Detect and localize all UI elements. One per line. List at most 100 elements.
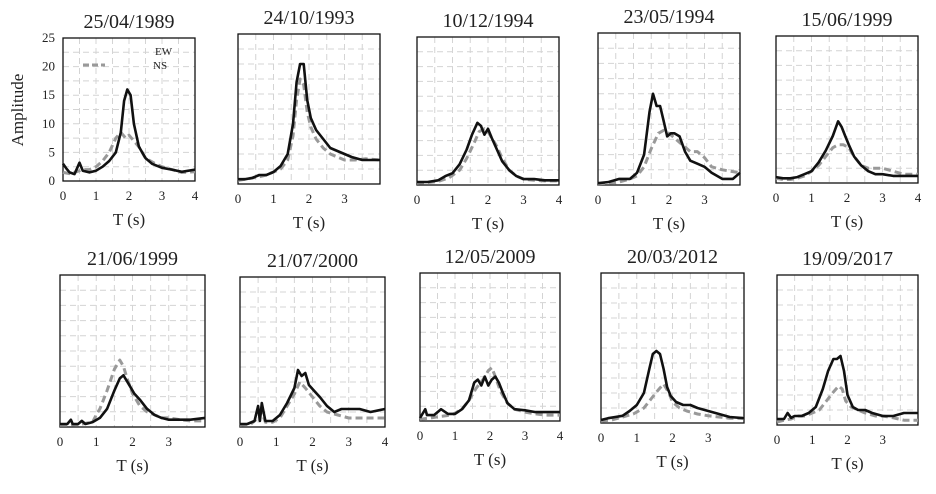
x-tick-label: 1: [93, 434, 100, 449]
y-tick-label: 10: [42, 116, 55, 131]
series-line-ew: [597, 92, 741, 185]
x-axis-label: T (s): [831, 212, 863, 231]
x-tick-label: 0: [774, 432, 781, 447]
chart-panel-7: 0 1 2 3 4 21/07/2000 T (s): [237, 250, 389, 475]
x-tick-label: 3: [522, 428, 529, 443]
x-tick-label: 2: [309, 434, 316, 449]
chart-title: 24/10/1993: [263, 7, 354, 29]
series-line-ew: [417, 121, 559, 184]
y-tick-label: 0: [49, 173, 56, 188]
x-tick-label: 2: [666, 192, 673, 207]
x-tick-label: 3: [341, 191, 348, 206]
legend-label-ew: EW: [155, 46, 173, 58]
x-tick-label: 0: [773, 190, 780, 205]
x-tick-label: 0: [235, 191, 242, 206]
x-axis-label: T (s): [296, 456, 328, 475]
series-line-ew: [775, 120, 918, 180]
x-tick-label: 1: [270, 191, 277, 206]
x-tick-label: 0: [595, 192, 602, 207]
x-tick-label: 4: [557, 428, 564, 443]
chart-panel-6: 0 1 2 3 21/06/1999 T (s): [57, 248, 206, 475]
x-tick-label: 1: [809, 432, 816, 447]
x-tick-label: 2: [844, 190, 851, 205]
x-axis-label: T (s): [116, 456, 148, 475]
x-axis-label: T (s): [293, 213, 325, 232]
chart-title: 25/04/1989: [83, 11, 174, 33]
chart-panel-9: 0 1 2 3 20/03/2012 T (s): [598, 246, 745, 471]
plot-frame: [416, 36, 560, 186]
plot-frame: [600, 272, 745, 424]
x-axis-label: T (s): [653, 214, 685, 233]
series-line-ns: [419, 366, 560, 421]
x-tick-label: 3: [705, 430, 712, 445]
y-tick-label: 5: [49, 144, 56, 159]
series-line-ew: [240, 368, 386, 426]
chart-title: 12/05/2009: [444, 246, 535, 268]
chart-panel-8: 0 1 2 3 4 12/05/2009 T (s): [417, 246, 564, 469]
x-tick-label: 1: [808, 190, 815, 205]
x-tick-label: 2: [306, 191, 313, 206]
chart-title: 19/09/2017: [802, 248, 893, 270]
x-axis-label: T (s): [656, 452, 688, 471]
x-tick-label: 0: [598, 430, 605, 445]
x-tick-label: 2: [844, 432, 851, 447]
x-tick-label: 3: [880, 432, 887, 447]
chart-title: 20/03/2012: [627, 246, 718, 268]
chart-panel-10: 0 1 2 3 19/09/2017 T (s): [774, 248, 919, 473]
x-tick-label: 1: [452, 428, 459, 443]
x-axis-label: T (s): [831, 454, 863, 473]
x-tick-label: 0: [237, 434, 244, 449]
x-tick-label: 1: [630, 192, 637, 207]
plot-frame: [419, 272, 561, 422]
x-tick-label: 0: [414, 192, 421, 207]
plot-frame: [62, 37, 196, 182]
series-line-ew: [600, 349, 745, 422]
plot-frame: [597, 32, 741, 186]
x-tick-label: 4: [192, 188, 199, 203]
chart-title: 21/07/2000: [267, 250, 358, 272]
x-tick-label: 2: [126, 188, 133, 203]
x-tick-label: 0: [60, 188, 67, 203]
x-tick-label: 0: [417, 428, 424, 443]
x-tick-label: 3: [520, 192, 527, 207]
plot-frame: [59, 274, 206, 428]
chart-title: 23/05/1994: [623, 6, 714, 28]
x-axis-label: T (s): [113, 210, 145, 229]
x-tick-label: 3: [879, 190, 886, 205]
x-tick-label: 2: [485, 192, 492, 207]
x-tick-label: 2: [669, 430, 676, 445]
chart-title: 15/06/1999: [801, 9, 892, 31]
chart-panel-1: 0 1 2 3 4 0 5 10 15 20 25 25/04/1989 T (s) EW NS: [42, 11, 199, 229]
chart-panel-2: 0 1 2 3 24/10/1993 T (s): [235, 7, 381, 232]
x-tick-label: 2: [487, 428, 494, 443]
x-tick-label: 3: [346, 434, 353, 449]
plot-frame: [237, 33, 381, 185]
legend-label-ns: NS: [153, 60, 167, 72]
y-tick-label: 20: [42, 59, 55, 74]
x-tick-label: 1: [634, 430, 641, 445]
x-tick-label: 4: [382, 434, 389, 449]
x-axis-label: T (s): [474, 450, 506, 469]
series-line-ns: [597, 128, 741, 186]
chart-panel-3: 0 1 2 3 4 10/12/1994 T (s): [414, 10, 563, 233]
y-tick-label: 25: [42, 30, 55, 45]
plot-frame: [776, 274, 919, 426]
plot-frame: [239, 276, 386, 428]
series-line-ns: [416, 127, 559, 185]
series-line-ew: [777, 354, 918, 421]
x-tick-label: 1: [93, 188, 100, 203]
chart-panel-5: 0 1 2 3 4 15/06/1999 T (s): [773, 9, 922, 231]
chart-title: 21/06/1999: [87, 248, 178, 270]
x-tick-label: 0: [57, 434, 64, 449]
x-axis-label: T (s): [472, 214, 504, 233]
chart-panel-4: 0 1 2 3 23/05/1994 T (s): [595, 6, 741, 233]
y-tick-label: 15: [42, 87, 55, 102]
x-tick-label: 4: [915, 190, 922, 205]
series-line-ew: [238, 62, 380, 181]
x-tick-label: 1: [273, 434, 280, 449]
y-axis-label: Amplitude: [8, 74, 27, 147]
plot-frame: [775, 35, 919, 184]
x-tick-label: 2: [129, 434, 136, 449]
